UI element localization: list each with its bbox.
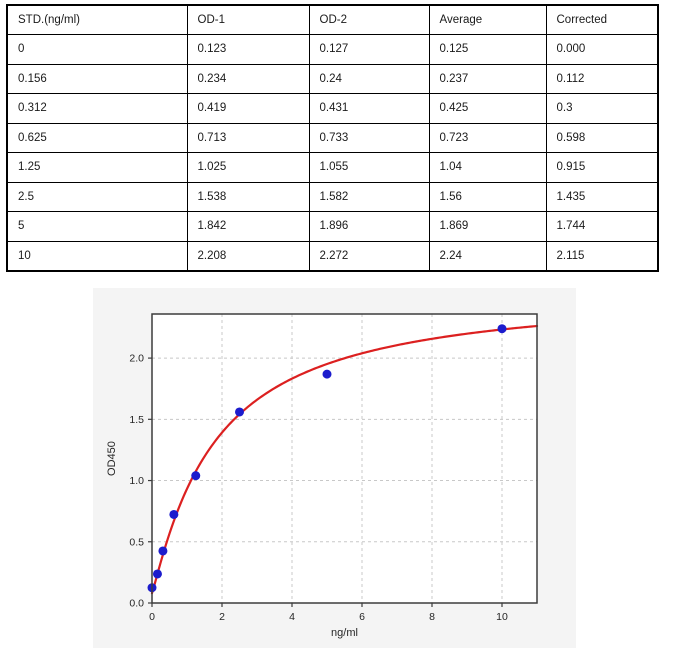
table-cell: 0.312 bbox=[6, 93, 188, 124]
table-cell: 0.234 bbox=[186, 63, 310, 94]
table-row: 0 0.123 0.127 0.125 0.000 bbox=[6, 34, 659, 65]
table-row: 5 1.842 1.896 1.869 1.744 bbox=[6, 211, 659, 242]
table-header-cell: Corrected bbox=[545, 4, 659, 35]
table-cell: 2.208 bbox=[186, 240, 310, 271]
table-cell: 0.598 bbox=[545, 122, 659, 153]
table-cell: 0.419 bbox=[186, 93, 310, 124]
table-cell: 1.582 bbox=[308, 181, 430, 212]
table-cell: 1.04 bbox=[428, 152, 547, 183]
table-cell: 0.915 bbox=[545, 152, 659, 183]
y-axis-label: OD450 bbox=[106, 441, 118, 476]
table-cell: 2.24 bbox=[428, 240, 547, 271]
table-header-cell: OD-1 bbox=[186, 4, 310, 35]
data-point bbox=[191, 471, 201, 481]
table-row: 2.5 1.538 1.582 1.56 1.435 bbox=[6, 181, 659, 212]
data-point bbox=[322, 369, 332, 379]
y-tick-label: 0.0 bbox=[129, 598, 144, 610]
table-row: 10 2.208 2.272 2.24 2.115 bbox=[6, 240, 659, 271]
y-tick-label: 1.5 bbox=[129, 414, 144, 426]
table-cell: 0.000 bbox=[545, 34, 659, 65]
plot-border bbox=[151, 313, 538, 604]
table-cell: 1.025 bbox=[186, 152, 310, 183]
fit-curve bbox=[150, 324, 539, 595]
table-cell: 1.25 bbox=[6, 152, 188, 183]
table-header-row: STD.(ng/ml) OD-1 OD-2 Average Corrected bbox=[6, 4, 659, 35]
table-cell: 0.156 bbox=[6, 63, 188, 94]
table-cell: 1.538 bbox=[186, 181, 310, 212]
table-cell: 1.055 bbox=[308, 152, 430, 183]
table-cell: 0 bbox=[6, 34, 188, 65]
table-cell: 1.896 bbox=[308, 211, 430, 242]
data-point bbox=[169, 509, 179, 519]
table-cell: 10 bbox=[6, 240, 188, 271]
table-cell: 0.625 bbox=[6, 122, 188, 153]
table-cell: 0.431 bbox=[308, 93, 430, 124]
table-cell: 1.435 bbox=[545, 181, 659, 212]
table-row: 0.156 0.234 0.24 0.237 0.112 bbox=[6, 63, 659, 94]
x-tick-label: 6 bbox=[359, 611, 365, 623]
table-cell: 2.115 bbox=[545, 240, 659, 271]
plot-area bbox=[152, 314, 537, 603]
table-cell: 0.127 bbox=[308, 34, 430, 65]
table-cell: 0.237 bbox=[428, 63, 547, 94]
standard-curve-chart: 0 2 4 6 8 10 0.0 0.5 1.0 1.5 2.0 ng/ml OD450 bbox=[106, 313, 539, 639]
table-cell: 1.842 bbox=[186, 211, 310, 242]
table-row: 0.312 0.419 0.431 0.425 0.3 bbox=[6, 93, 659, 124]
table-cell: 0.733 bbox=[308, 122, 430, 153]
y-tick-label: 2.0 bbox=[129, 353, 144, 365]
standard-curve-figure: 0 2 4 6 8 10 0.0 0.5 1.0 1.5 2.0 ng/ml OD450 bbox=[93, 288, 576, 648]
table-cell: 1.869 bbox=[428, 211, 547, 242]
x-tick-label: 4 bbox=[289, 611, 295, 623]
table-body: 0 0.123 0.127 0.125 0.000 0.156 0.234 0.24 0.237… bbox=[6, 34, 659, 271]
x-tick-label: 0 bbox=[149, 611, 155, 623]
table-header-cell: STD.(ng/ml) bbox=[6, 4, 188, 35]
table-cell: 0.125 bbox=[428, 34, 547, 65]
table-row: 1.25 1.025 1.055 1.04 0.915 bbox=[6, 152, 659, 183]
data-point bbox=[235, 407, 244, 417]
data-point bbox=[158, 546, 168, 556]
x-axis-label: ng/ml bbox=[331, 627, 358, 639]
table-row: 0.625 0.713 0.733 0.723 0.598 bbox=[6, 122, 659, 153]
table-cell: 0.112 bbox=[545, 63, 659, 94]
table-cell: 0.723 bbox=[428, 122, 547, 153]
table-cell: 5 bbox=[6, 211, 188, 242]
table-cell: 2.5 bbox=[6, 181, 188, 212]
table-header-cell: OD-2 bbox=[308, 4, 430, 35]
data-point bbox=[497, 324, 507, 334]
standards-table: STD.(ng/ml) OD-1 OD-2 Average Corrected 0 0.1… bbox=[6, 4, 659, 272]
table-cell: 1.744 bbox=[545, 211, 659, 242]
table-cell: 0.3 bbox=[545, 93, 659, 124]
table-cell: 0.713 bbox=[186, 122, 310, 153]
y-tick-label: 1.0 bbox=[129, 475, 144, 487]
table-cell: 2.272 bbox=[308, 240, 430, 271]
table-cell: 1.56 bbox=[428, 181, 547, 212]
data-point bbox=[152, 569, 162, 579]
table-cell: 0.425 bbox=[428, 93, 547, 124]
x-tick-label: 2 bbox=[219, 611, 225, 623]
x-tick-label: 10 bbox=[496, 611, 508, 623]
y-tick-label: 0.5 bbox=[129, 536, 144, 548]
table-cell: 0.24 bbox=[308, 63, 430, 94]
table-cell: 0.123 bbox=[186, 34, 310, 65]
table-header-cell: Average bbox=[428, 4, 547, 35]
x-tick-label: 8 bbox=[429, 611, 435, 623]
